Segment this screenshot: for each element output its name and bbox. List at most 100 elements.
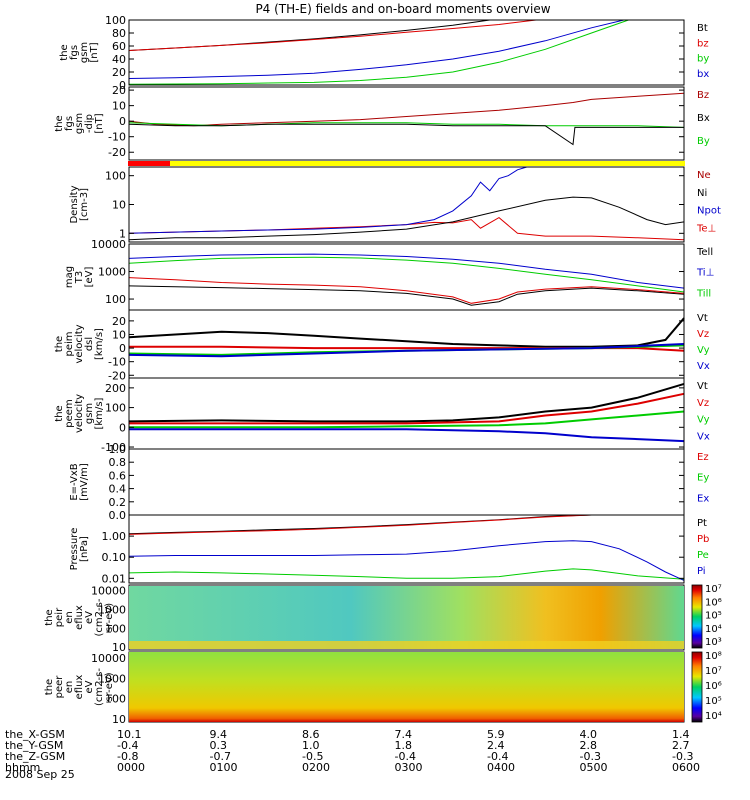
y-axis-label: peer: [54, 675, 65, 699]
y-tick-label: 0.0: [109, 509, 127, 522]
colorbar-tick: 10⁷: [705, 584, 722, 595]
x-row-label: the_X-GSM: [5, 728, 65, 741]
panel-6: -100 0 100 200 the peem velocity gsm [km/s] Vt Vz V…: [54, 377, 710, 454]
colorbar-tick: 10⁴: [705, 624, 722, 635]
y-tick-label: 100: [105, 402, 126, 415]
colorbar-tick: 10³: [705, 637, 722, 648]
colorbar-ticks: 10³ 10⁴ 10⁵ 10⁶ 10⁷ 10⁴ 10⁵ 10⁶ 10⁷ 10⁸: [705, 584, 722, 722]
legend-Tell: Tell: [696, 247, 713, 258]
panel-7: 0.00.20.40.60.81.0 E=-VxB [mV/m] Ez Ey Ex: [69, 443, 709, 522]
y-axis-label: velocity: [74, 394, 85, 433]
y-axis-label: Density: [69, 185, 80, 223]
y-tick-label: 1000: [98, 672, 126, 685]
series-by: [128, 19, 629, 85]
legend-Ni: Ni: [697, 188, 707, 199]
y-tick-label: 0: [119, 421, 126, 434]
y-tick-label: 0.6: [109, 469, 127, 482]
y-axis-label: [eV]: [84, 267, 95, 288]
legend-Ne: Ne: [697, 170, 711, 181]
y-axis-label: mag: [64, 266, 75, 288]
mode-bar-yellow: [170, 161, 685, 166]
y-axis-label: gsm: [79, 42, 90, 63]
colorbar-tick: 10⁶: [705, 597, 722, 608]
legend-Pt: Pt: [697, 518, 707, 529]
y-axis-label: gsm: [74, 113, 85, 134]
legend-Ti⊥: Ti⊥: [696, 268, 714, 279]
x-row-label: the_Y-GSM: [5, 739, 63, 752]
panel-frame: [128, 19, 685, 86]
colorbar-tick: 10⁵: [705, 696, 722, 707]
series-Vz: [129, 345, 685, 352]
x-tick-label: 0300: [395, 761, 423, 774]
x-tick-label: 7.4: [395, 728, 413, 741]
y-axis-label: dsl: [84, 337, 95, 351]
y-axis-label: fgs: [69, 45, 80, 60]
x-tick-label: 0400: [487, 761, 515, 774]
x-tick-label: 0000: [117, 761, 145, 774]
y-axis-label: Pressure: [69, 528, 80, 571]
series-Tell: [128, 285, 685, 306]
y-tick-label: 20: [112, 84, 126, 97]
series-Vt: [128, 317, 685, 348]
colorbar-tick: 10⁸: [705, 651, 722, 662]
x-tick-label: 2.4: [487, 739, 505, 752]
y-axis-label: the: [54, 336, 65, 352]
ion-spectrogram: [129, 586, 684, 649]
legend-Pi: Pi: [697, 566, 706, 577]
y-axis-label: eflux: [74, 675, 85, 700]
y-axis-label: the: [54, 405, 65, 421]
y-axis-label: [nPa]: [79, 536, 90, 562]
y-axis-label: gsm: [84, 403, 95, 424]
legend-Vt: Vt: [697, 381, 708, 392]
x-tick-label: 10.1: [117, 728, 142, 741]
series-Till: [128, 256, 685, 293]
legend-Vx: Vx: [697, 361, 710, 372]
legend-Pe: Pe: [697, 550, 709, 561]
y-tick-label: 10: [112, 199, 126, 212]
y-axis-label: velocity: [74, 324, 85, 363]
y-axis-label: fgs: [64, 116, 75, 131]
y-axis-label: eflux: [74, 605, 85, 630]
y-axis-label: eV: [84, 611, 95, 624]
colorbar-tick: 10⁷: [705, 666, 722, 677]
y-tick-label: -20: [108, 146, 126, 159]
x-tick-label: 4.0: [580, 728, 598, 741]
series-Ni: [128, 196, 685, 241]
legend-Till: Till: [696, 288, 711, 299]
y-tick-label: 0.2: [109, 496, 127, 509]
legend-Vy: Vy: [697, 345, 710, 356]
y-tick-label: 40: [112, 53, 126, 66]
x-row-label: hhmm: [5, 761, 40, 774]
y-axis-label: [nT]: [89, 42, 100, 62]
x-tick-label: 2.8: [580, 739, 598, 752]
y-tick-label: 10: [112, 100, 126, 113]
series-Te⊥: [128, 277, 685, 304]
x-tick-label: 5.9: [487, 728, 505, 741]
y-tick-label: 80: [112, 27, 126, 40]
panel-frame: [128, 86, 685, 161]
y-tick-label: 10000: [91, 585, 126, 598]
y-tick-label: 0: [119, 79, 126, 92]
y-tick-label: 0.10: [102, 551, 127, 564]
y-tick-label: -10: [108, 131, 126, 144]
x-tick-label: -0.4: [117, 739, 138, 752]
y-tick-label: 1000: [98, 603, 126, 616]
legend-bz: bz: [697, 38, 709, 49]
y-tick-label: 1: [119, 227, 126, 240]
legend-Ey: Ey: [697, 473, 709, 484]
x-tick-label: 8.6: [302, 728, 320, 741]
legend-Vy: Vy: [697, 415, 710, 426]
y-tick-label: 1.0: [109, 443, 127, 456]
x-tick-label: -0.4: [487, 750, 508, 763]
y-axis-label: (cm2-s-: [94, 668, 105, 706]
y-axis-label: peem: [64, 399, 75, 427]
x-tick-label: 0100: [210, 761, 238, 774]
electron-spectrogram: [129, 652, 684, 722]
colorbar-ions: [691, 584, 703, 649]
series-Pe: [128, 568, 685, 580]
panel-4: 100 1000 10000 mag T3 [eV] Tell Ti⊥ Till: [64, 238, 714, 311]
x-tick-label: 0600: [672, 761, 700, 774]
y-axis-label: the: [44, 679, 55, 695]
